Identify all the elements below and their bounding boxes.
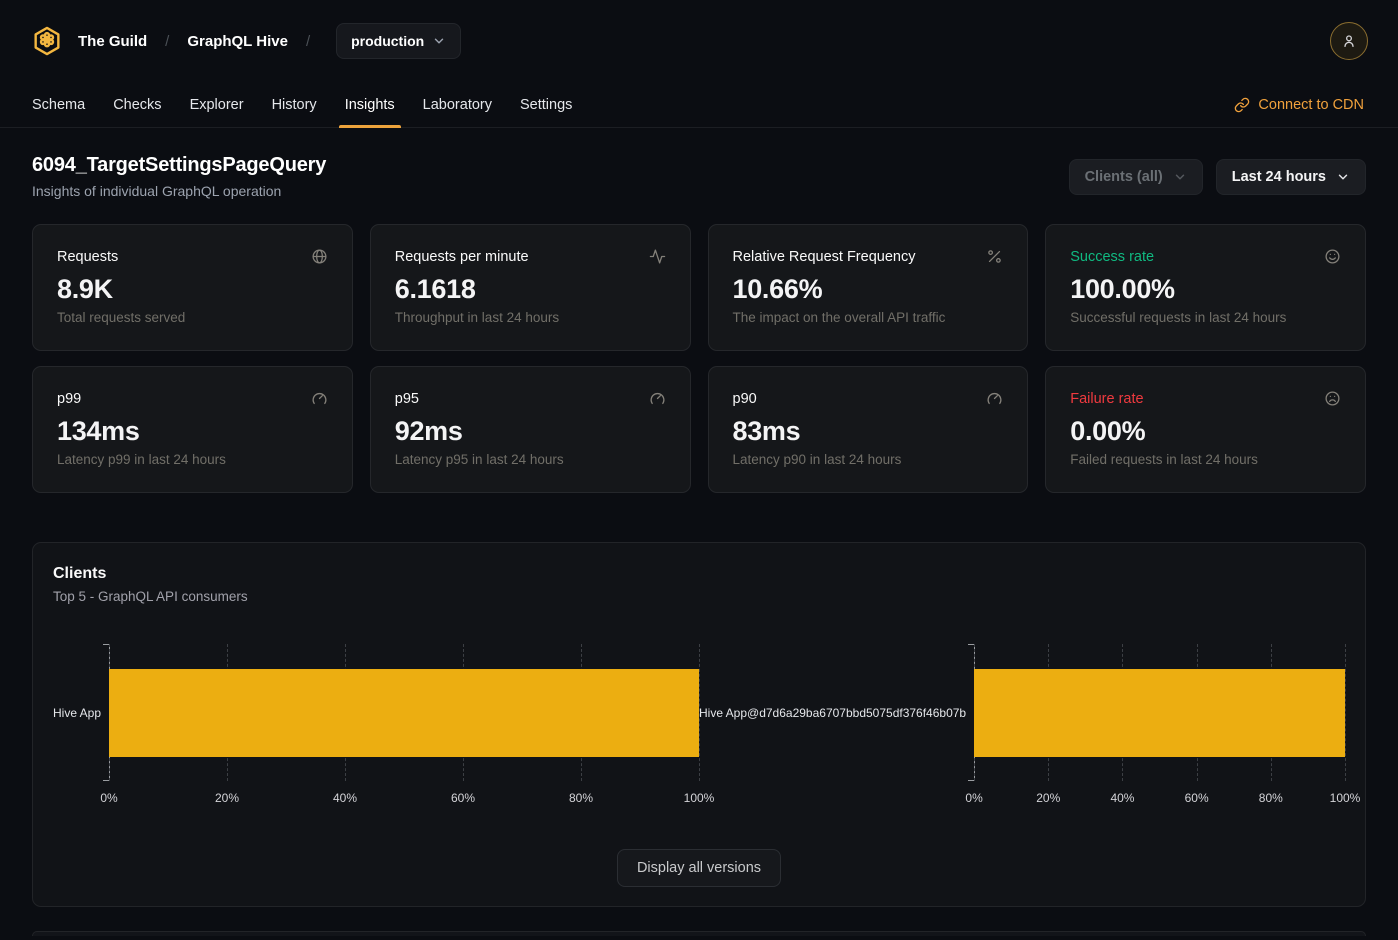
gridline (699, 644, 700, 781)
client-usage-chart-left: Hive App 0% 20% 40% 60% 80% 100% (53, 644, 714, 815)
page-header: 6094_TargetSettingsPageQuery Insights of… (0, 128, 1398, 199)
frown-icon (1324, 390, 1341, 407)
target-selector-label: production (351, 33, 425, 49)
tab-schema[interactable]: Schema (32, 96, 86, 113)
stat-card-requests: Requests 8.9K Total requests served (32, 224, 353, 351)
client-usage-bar (974, 669, 1345, 757)
x-axis-tick-label: 0% (100, 791, 118, 805)
stat-value: 6.1618 (394, 274, 476, 304)
stat-title: Failure rate (1070, 390, 1144, 407)
chart-plot-area (968, 644, 1346, 781)
x-axis-tick-label: 80% (568, 791, 594, 805)
stat-description: Successful requests in last 24 hours (1070, 310, 1287, 325)
stat-value: 8.9K (57, 274, 113, 304)
stat-value: 92ms (394, 416, 463, 446)
clients-panel-subtitle: Top 5 - GraphQL API consumers (53, 589, 248, 604)
stat-description: Latency p90 in last 24 hours (732, 452, 902, 467)
x-axis-tick-label: 100% (1329, 791, 1361, 805)
page-subtitle: Insights of individual GraphQL operation (32, 183, 282, 199)
chart-category-label: Hive App (53, 706, 102, 720)
display-all-versions-button[interactable]: Display all versions (616, 849, 782, 887)
chevron-down-icon (434, 38, 444, 44)
stat-description: Total requests served (57, 310, 186, 325)
stat-value: 100.00% (1070, 274, 1175, 304)
breadcrumb-org[interactable]: The Guild (78, 32, 148, 50)
stat-description: The impact on the overall API traffic (732, 310, 946, 325)
gauge-icon (986, 390, 1003, 407)
clients-panel: Clients Top 5 - GraphQL API consumers Hi… (32, 542, 1366, 907)
breadcrumb-separator: / (165, 32, 170, 50)
user-icon (1344, 35, 1354, 47)
stat-value: 83ms (732, 416, 801, 446)
top-header: The Guild / GraphQL Hive / production (0, 0, 1398, 82)
stat-title: p90 (732, 390, 757, 407)
link-icon (1235, 97, 1250, 112)
stats-grid: Requests 8.9K Total requests served Requ… (32, 224, 1366, 493)
x-axis-tick-label: 20% (215, 791, 240, 805)
breadcrumb-project[interactable]: GraphQL Hive (187, 32, 288, 50)
tab-settings[interactable]: Settings (520, 96, 573, 113)
stat-description: Throughput in last 24 hours (394, 310, 560, 325)
x-axis-tick-label: 40% (1110, 791, 1135, 805)
chart-category-label: Hive App@d7d6a29ba6707bbd5075df376f46b07… (699, 706, 967, 720)
stat-card-requests-per-minute: Requests per minute 6.1618 Throughput in… (369, 224, 691, 351)
x-axis-tick-label: 60% (1184, 791, 1209, 805)
stat-title: Requests (57, 248, 119, 265)
stat-title: p95 (394, 390, 419, 407)
tab-history[interactable]: History (271, 96, 317, 113)
x-axis-tick-label: 100% (683, 791, 715, 805)
breadcrumb-separator: / (305, 32, 311, 50)
stat-card-failure-rate: Failure rate 0.00% Failed requests in la… (1045, 366, 1366, 493)
stat-title: Requests per minute (394, 248, 529, 265)
smile-icon (1324, 248, 1341, 265)
stat-value: 134ms (57, 416, 140, 446)
client-usage-bar (109, 669, 699, 757)
stat-card-relative-request-frequency: Relative Request Frequency 10.66% The im… (707, 224, 1029, 351)
stat-card-p90: p90 83ms Latency p90 in last 24 hours (707, 366, 1029, 493)
stat-description: Failed requests in last 24 hours (1070, 452, 1258, 467)
tab-insights[interactable]: Insights (331, 82, 409, 128)
x-axis-tick-label: 80% (1258, 791, 1283, 805)
tab-explorer[interactable]: Explorer (189, 96, 244, 113)
stat-card-p95: p95 92ms Latency p95 in last 24 hours (369, 366, 691, 493)
stat-title: p99 (57, 390, 82, 407)
stat-title: Relative Request Frequency (732, 248, 916, 265)
stat-card-success-rate: Success rate 100.00% Successful requests… (1045, 224, 1366, 351)
tab-checks[interactable]: Checks (113, 96, 162, 113)
user-avatar[interactable] (1330, 22, 1368, 60)
stat-description: Latency p99 in last 24 hours (57, 452, 226, 467)
activity-icon (649, 248, 666, 265)
connect-to-cdn-link[interactable]: Connect to CDN (1234, 82, 1380, 127)
hive-logo-icon[interactable] (30, 24, 64, 58)
client-charts-row: Hive App 0% 20% 40% 60% 80% 100% Hive App@d7d… (53, 644, 1360, 815)
x-axis-tick-label: 20% (1036, 791, 1061, 805)
period-filter-dropdown[interactable]: Last 24 hours (1215, 159, 1366, 195)
clients-panel-title: Clients (53, 565, 107, 582)
x-axis-tick-labels: 0% 20% 40% 60% 80% 100% (100, 791, 714, 815)
x-axis-tick-labels: 0% 20% 40% 60% 80% 100% (965, 791, 1360, 815)
stat-value: 10.66% (732, 274, 823, 304)
client-usage-chart-right: Hive App@d7d6a29ba6707bbd5075df376f46b07… (699, 644, 1360, 815)
gauge-icon (311, 390, 328, 407)
x-axis-tick-label: 60% (450, 791, 476, 805)
percent-icon (986, 248, 1003, 265)
clients-filter-dropdown[interactable]: Clients (all) (1068, 159, 1203, 195)
stat-description: Latency p95 in last 24 hours (394, 452, 564, 467)
chart-plot-area (103, 644, 700, 781)
gridline (1345, 644, 1346, 781)
tab-navigation: Schema Checks Explorer History Insights … (0, 82, 1398, 128)
stat-title: Success rate (1070, 248, 1155, 265)
tab-laboratory[interactable]: Laboratory (422, 96, 492, 113)
page-title: 6094_TargetSettingsPageQuery (32, 154, 327, 176)
x-axis-tick-label: 0% (965, 791, 983, 805)
stat-card-p99: p99 134ms Latency p99 in last 24 hours (32, 366, 353, 493)
stat-value: 0.00% (1070, 416, 1146, 446)
chevron-down-icon (1175, 174, 1184, 180)
target-selector[interactable]: production (336, 23, 462, 59)
next-section-card-edge (32, 931, 1366, 936)
x-axis-tick-label: 40% (333, 791, 358, 805)
gauge-icon (649, 390, 666, 407)
chevron-down-icon (1338, 174, 1348, 180)
globe-icon (311, 248, 328, 265)
